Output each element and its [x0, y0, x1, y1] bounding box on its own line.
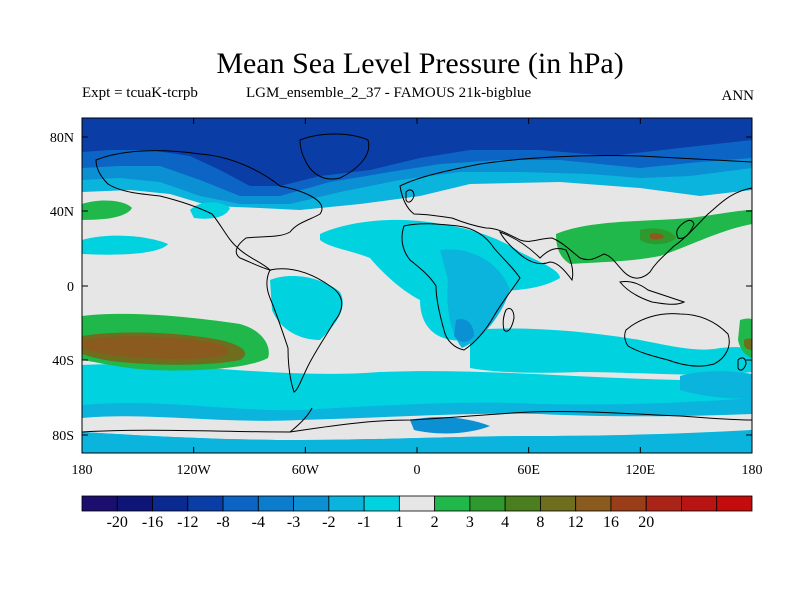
- pressure-field: [82, 118, 752, 453]
- colorbar-swatch: [398, 495, 436, 512]
- colorbar-swatch: [645, 495, 682, 512]
- colorbar-swatch: [222, 495, 259, 512]
- colorbar-swatch: [187, 495, 224, 512]
- colorbar-label: 4: [501, 514, 509, 531]
- coast-new-zealand: [737, 357, 747, 371]
- low-antarctic: [82, 430, 752, 453]
- experiment-label: Expt = tcuaK-tcrpb: [82, 85, 198, 101]
- colorbar-swatch: [434, 495, 471, 512]
- colorbar-label: -4: [252, 514, 265, 531]
- high-east-asia-peak: [650, 233, 664, 240]
- colorbar-swatch: [610, 495, 647, 512]
- coast-australia: [624, 313, 730, 367]
- lat-label: 40S: [52, 354, 74, 369]
- low-antarctic-deep: [410, 417, 490, 434]
- season-label: ANN: [721, 88, 755, 104]
- coast-japan: [676, 219, 695, 239]
- coast-arabia-india: [498, 231, 574, 282]
- colorbar-label: 16: [603, 514, 619, 531]
- lon-label: 60W: [292, 463, 320, 478]
- lon-label: 120E: [626, 463, 656, 478]
- colorbar-swatch: [681, 495, 718, 512]
- colorbar-swatch: [257, 495, 294, 512]
- ensemble-label: LGM_ensemble_2_37 - FAMOUS 21k-bigblue: [246, 85, 532, 101]
- coast-eurasia: [399, 154, 752, 279]
- colorbar-label: 8: [536, 514, 544, 531]
- colorbar-swatch: [363, 495, 400, 512]
- colorbar-label: -16: [142, 514, 163, 531]
- coast-britain: [405, 189, 415, 203]
- low-indian-ocean: [470, 328, 752, 375]
- plot-title: Mean Sea Level Pressure (in hPa): [216, 47, 624, 80]
- longitude-axis: 180 120W 60W 0 60E 120E 180: [72, 118, 763, 478]
- colorbar-label: 3: [466, 514, 474, 531]
- colorbar-label: -12: [177, 514, 198, 531]
- colorbar-label: 2: [431, 514, 439, 531]
- lat-label: 80N: [50, 131, 74, 146]
- coast-greenland: [299, 133, 370, 180]
- colorbar-label: 1: [395, 514, 403, 531]
- colorbar-swatch: [328, 495, 365, 512]
- colorbar-label: -1: [357, 514, 370, 531]
- low-africa-deep: [454, 318, 474, 342]
- lon-label: 120W: [177, 463, 212, 478]
- colorbar-swatch: [293, 495, 330, 512]
- low-pacific-north: [82, 235, 168, 255]
- high-australia-east-core: [744, 338, 752, 350]
- high-north-pacific-west: [82, 200, 132, 220]
- colorbar-swatch: [540, 495, 577, 512]
- high-south-pacific-peak: [82, 336, 228, 359]
- lat-label: 0: [67, 280, 74, 295]
- coast-south-america: [266, 268, 343, 393]
- colorbar-label: 12: [568, 514, 584, 531]
- coast-madagascar: [502, 307, 515, 332]
- colorbar-label: -3: [287, 514, 300, 531]
- lat-label: 40N: [50, 205, 74, 220]
- coast-north-america: [95, 150, 323, 271]
- colorbar-swatch: [504, 495, 541, 512]
- colorbar-swatch: [575, 495, 612, 512]
- colorbar-label: -20: [107, 514, 128, 531]
- lat-label: 80S: [52, 429, 74, 444]
- colorbar-label: -8: [216, 514, 229, 531]
- colorbar-swatch: [716, 495, 753, 512]
- coast-africa: [401, 223, 521, 351]
- coast-se-asia: [619, 281, 686, 305]
- arctic-band-darkest: [82, 118, 752, 186]
- coast-antarctica: [82, 410, 752, 433]
- coastlines: [82, 133, 752, 433]
- latitude-axis: 80N 40N 0 40S 80S: [50, 131, 752, 444]
- colorbar-swatch: [116, 495, 153, 512]
- lon-label: 180: [742, 463, 763, 478]
- low-atlantic-north: [320, 219, 560, 341]
- colorbar-label: -2: [322, 514, 335, 531]
- colorbar-label: 20: [638, 514, 654, 531]
- lon-label: 180: [72, 463, 93, 478]
- low-south-america: [270, 276, 343, 340]
- coast-antarctic-peninsula: [289, 407, 313, 433]
- lon-label: 0: [414, 463, 421, 478]
- low-central-america: [190, 202, 230, 219]
- lon-label: 60E: [517, 463, 540, 478]
- colorbar-swatch: [81, 495, 118, 512]
- colorbar: -20 -16 -12 -8 -4 -3 -2 -1 1 2 3 4 8 12 16 20: [81, 495, 753, 531]
- low-southern-pacific: [680, 371, 752, 399]
- colorbar-swatch: [152, 495, 189, 512]
- colorbar-swatch: [469, 495, 506, 512]
